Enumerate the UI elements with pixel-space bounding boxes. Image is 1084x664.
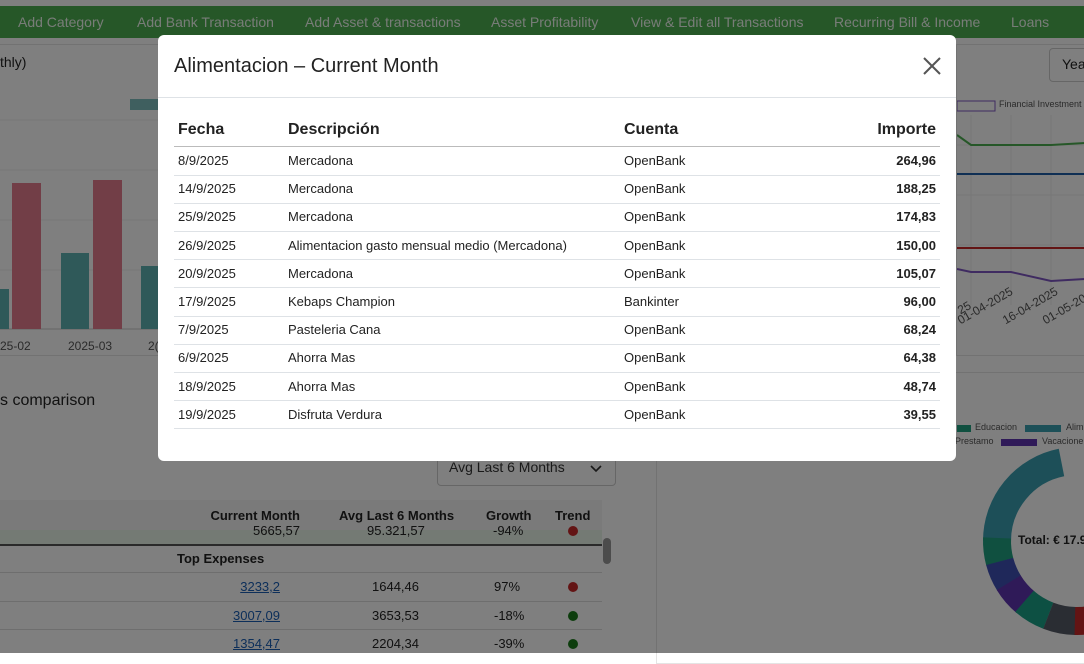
amount-cell: 64,38 [903,350,936,366]
row-divider [174,174,940,176]
row-divider [174,202,940,204]
table-cell: 7/9/2025 [178,322,229,338]
table-cell: 6/9/2025 [178,350,229,366]
table-cell: 8/9/2025 [178,153,229,168]
table-cell: OpenBank [624,209,686,225]
table-cell: Kebaps Champion [288,294,395,309]
row-divider [174,343,940,345]
table-cell: OpenBank [624,350,686,366]
table-cell: Ahorra Mas [288,378,356,394]
amount-cell: 96,00 [903,294,936,309]
table-cell: OpenBank [624,378,686,394]
modal-title: Alimentacion – Current Month [174,55,439,77]
column-header: Cuenta [624,121,679,138]
close-button[interactable] [922,56,942,76]
table-cell: 26/9/2025 [178,237,236,253]
table-cell: Mercadona [288,153,354,168]
amount-cell: 150,00 [896,237,936,253]
table-cell: OpenBank [624,237,686,253]
table-cell: OpenBank [624,265,686,281]
row-divider [174,428,940,430]
row-divider [174,400,940,402]
header-divider [174,146,940,147]
table-cell: 14/9/2025 [178,181,236,197]
row-divider [174,315,940,317]
table-cell: Mercadona [288,181,354,197]
table-cell: OpenBank [624,406,686,422]
table-cell: OpenBank [624,153,686,168]
amount-cell: 48,74 [903,378,936,394]
row-divider [174,259,940,261]
row-divider [174,230,940,232]
amount-cell: 105,07 [896,265,936,281]
modal: Alimentacion – Current Month Fecha Descri… [158,35,956,461]
table-cell: Mercadona [288,265,354,281]
table-cell: Pasteleria Cana [288,322,381,338]
amount-cell: 68,24 [903,322,936,338]
table-cell: 20/9/2025 [178,265,236,281]
table-cell: OpenBank [624,322,686,338]
table-cell: 25/9/2025 [178,209,236,225]
table-cell: 18/9/2025 [178,378,236,394]
modal-divider [158,97,956,98]
column-header: Importe [877,121,936,138]
table-cell: Bankinter [624,294,679,309]
table-cell: 17/9/2025 [178,294,236,309]
table-cell: Ahorra Mas [288,350,356,366]
column-header: Descripción [288,121,380,138]
row-divider [174,371,940,373]
row-divider [174,287,940,289]
amount-cell: 264,96 [896,153,936,168]
amount-cell: 188,25 [896,181,936,197]
column-header: Fecha [178,121,225,138]
table-cell: Disfruta Verdura [288,406,382,422]
table-cell: 19/9/2025 [178,406,236,422]
table-cell: OpenBank [624,181,686,197]
table-cell: Mercadona [288,209,354,225]
amount-cell: 39,55 [903,406,936,422]
amount-cell: 174,83 [896,209,936,225]
table-cell: Alimentacion gasto mensual medio (Mercad… [288,237,567,253]
